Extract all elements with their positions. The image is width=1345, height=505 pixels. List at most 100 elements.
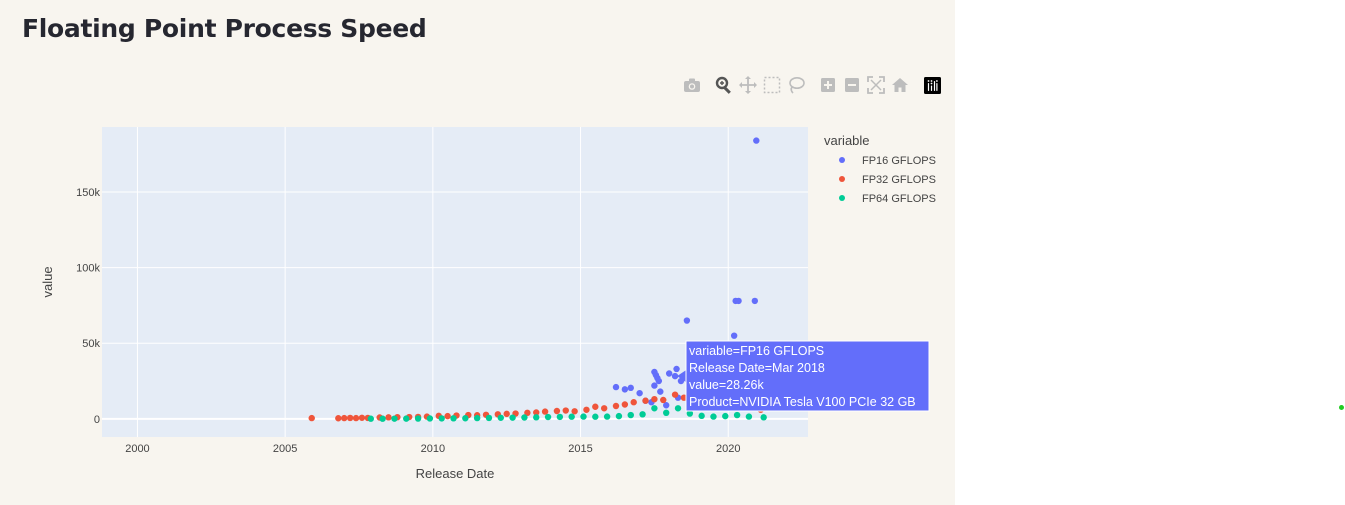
- data-point[interactable]: [636, 389, 643, 397]
- data-point[interactable]: [735, 297, 742, 305]
- data-point[interactable]: [509, 414, 516, 421]
- data-point[interactable]: [600, 405, 608, 412]
- data-point[interactable]: [753, 137, 760, 144]
- data-point[interactable]: [485, 414, 493, 422]
- data-point[interactable]: [444, 412, 451, 420]
- data-point[interactable]: [665, 370, 673, 377]
- tooltip-pointer: [677, 370, 686, 383]
- zoom-icon[interactable]: [714, 75, 734, 95]
- data-point[interactable]: [533, 409, 540, 416]
- data-point[interactable]: [571, 408, 578, 415]
- data-point[interactable]: [414, 415, 422, 422]
- data-point[interactable]: [426, 415, 434, 422]
- data-point[interactable]: [651, 382, 658, 389]
- scatter-chart[interactable]: 2000 2005 2010 2015 2020 0 50k 100k 150k Releas…: [0, 0, 955, 505]
- data-point[interactable]: [308, 414, 315, 422]
- data-point[interactable]: [524, 409, 531, 417]
- reset-axes-icon[interactable]: [890, 75, 910, 95]
- data-point[interactable]: [541, 408, 549, 415]
- data-point[interactable]: [358, 414, 366, 421]
- data-point[interactable]: [438, 415, 445, 422]
- data-point[interactable]: [627, 411, 634, 419]
- hover-tooltip: variable=FP16 GFLOPS Release Date=Mar 201…: [677, 340, 930, 412]
- data-point[interactable]: [391, 415, 398, 422]
- data-point[interactable]: [385, 414, 392, 421]
- data-point[interactable]: [627, 384, 634, 392]
- lasso-select-icon[interactable]: [786, 75, 806, 95]
- data-point[interactable]: [657, 388, 664, 395]
- y-tick-label: 100k: [76, 263, 100, 275]
- data-point[interactable]: [544, 413, 552, 421]
- data-point[interactable]: [621, 401, 629, 408]
- x-axis-title: Release Date: [416, 466, 495, 481]
- data-point[interactable]: [642, 397, 649, 404]
- legend-item-fp64[interactable]: FP64 GFLOPS: [839, 193, 936, 205]
- camera-icon[interactable]: [682, 75, 702, 95]
- data-point[interactable]: [592, 413, 599, 420]
- data-point[interactable]: [533, 414, 540, 421]
- zoom-in-icon[interactable]: [818, 75, 838, 95]
- x-tick-label: 2015: [568, 443, 592, 455]
- data-point[interactable]: [615, 412, 623, 420]
- legend-item-fp32[interactable]: FP32 GFLOPS: [839, 174, 936, 186]
- data-point[interactable]: [341, 414, 348, 422]
- data-point[interactable]: [660, 396, 667, 404]
- data-point[interactable]: [663, 402, 670, 409]
- data-point[interactable]: [760, 414, 767, 421]
- y-axis-title: value: [40, 266, 55, 297]
- data-point[interactable]: [612, 383, 620, 391]
- data-point[interactable]: [462, 415, 469, 422]
- data-point[interactable]: [553, 407, 561, 415]
- data-point[interactable]: [346, 414, 354, 422]
- data-point[interactable]: [651, 395, 658, 403]
- status-indicator-dot: [1339, 405, 1344, 410]
- plotly-logo-icon[interactable]: [922, 75, 942, 95]
- pan-icon[interactable]: [738, 75, 758, 95]
- autoscale-icon[interactable]: [866, 75, 886, 95]
- data-point[interactable]: [671, 391, 679, 398]
- data-point[interactable]: [621, 386, 629, 393]
- data-point[interactable]: [751, 297, 759, 305]
- data-point[interactable]: [497, 414, 504, 421]
- data-point[interactable]: [583, 406, 590, 413]
- data-point[interactable]: [403, 415, 410, 422]
- data-point[interactable]: [367, 415, 375, 422]
- data-point[interactable]: [710, 413, 717, 420]
- data-point[interactable]: [503, 410, 510, 418]
- data-point[interactable]: [450, 415, 457, 422]
- data-point[interactable]: [671, 372, 679, 380]
- x-tick-label: 2010: [421, 443, 445, 455]
- data-point[interactable]: [655, 377, 663, 385]
- data-point[interactable]: [674, 405, 682, 412]
- x-tick-label: 2000: [125, 443, 149, 455]
- data-point[interactable]: [473, 414, 481, 422]
- data-point[interactable]: [673, 365, 680, 373]
- data-point[interactable]: [521, 414, 528, 421]
- data-point[interactable]: [683, 317, 691, 324]
- data-point[interactable]: [686, 410, 694, 417]
- data-point[interactable]: [651, 405, 658, 412]
- data-point[interactable]: [603, 413, 611, 420]
- legend-title: variable: [824, 133, 870, 148]
- data-point[interactable]: [733, 411, 741, 419]
- data-point[interactable]: [663, 409, 670, 417]
- data-point[interactable]: [335, 415, 342, 422]
- data-point[interactable]: [745, 413, 753, 420]
- data-point[interactable]: [580, 413, 587, 420]
- box-select-icon[interactable]: [762, 75, 782, 95]
- data-point[interactable]: [568, 413, 575, 420]
- data-point[interactable]: [722, 412, 729, 420]
- data-point[interactable]: [730, 332, 738, 339]
- tooltip-line: Product=NVIDIA Tesla V100 PCIe 32 GB: [689, 395, 916, 409]
- data-point[interactable]: [352, 414, 360, 422]
- legend-item-fp16[interactable]: FP16 GFLOPS: [839, 155, 936, 167]
- data-point[interactable]: [562, 407, 569, 414]
- data-point[interactable]: [639, 411, 646, 418]
- zoom-out-icon[interactable]: [842, 75, 862, 95]
- data-point[interactable]: [630, 399, 637, 406]
- data-point[interactable]: [592, 403, 599, 410]
- data-point[interactable]: [556, 413, 564, 421]
- data-point[interactable]: [379, 415, 386, 422]
- data-point[interactable]: [612, 402, 620, 410]
- data-point[interactable]: [698, 412, 705, 420]
